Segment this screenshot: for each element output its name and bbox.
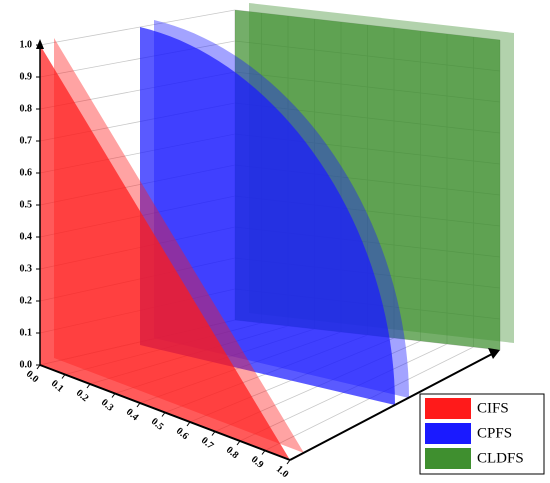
x-tick: [86, 383, 91, 389]
x-tick: [136, 402, 141, 408]
x-tick-label: 1.0: [274, 464, 291, 480]
legend-label: CLDFS: [477, 450, 524, 466]
z-tick-label: 0.3: [20, 263, 33, 274]
x-tick-label: 0.5: [149, 416, 166, 432]
z-tick-label: 0.5: [20, 199, 33, 210]
z-tick-label: 0.6: [20, 167, 33, 178]
region: [140, 27, 395, 405]
x-tick-label: 0.8: [224, 445, 241, 461]
depth-axis: [289, 353, 493, 461]
z-tick-label: 0.2: [20, 295, 33, 306]
x-tick: [61, 374, 66, 379]
z-tick-label: 0.4: [20, 231, 33, 242]
z-tick-label: 0.0: [20, 359, 33, 370]
legend-swatch: [425, 398, 471, 419]
axis-arrow: [36, 39, 44, 49]
z-tick-label: 0.8: [20, 103, 33, 114]
x-tick-label: 0.9: [249, 454, 266, 470]
x-tick: [111, 393, 116, 398]
axis-arrow: [488, 348, 500, 359]
legend-swatch: [425, 448, 471, 469]
legend-label: CIFS: [477, 400, 509, 416]
x-tick: [36, 364, 41, 370]
x-tick: [236, 440, 241, 446]
legend-label: CPFS: [477, 425, 512, 441]
x-tick: [261, 450, 266, 455]
x-tick-label: 0.6: [174, 426, 191, 442]
z-tick-label: 0.9: [20, 71, 33, 82]
legend-swatch: [425, 423, 471, 444]
x-tick: [186, 421, 191, 427]
x-tick-label: 0.0: [24, 369, 41, 385]
x-tick-label: 0.4: [124, 407, 141, 423]
x-tick: [211, 431, 216, 436]
x-tick: [286, 459, 291, 465]
z-tick-label: 1.0: [20, 39, 33, 50]
region: [40, 45, 290, 460]
x-tick-label: 0.2: [74, 388, 91, 404]
x-tick-label: 0.7: [199, 435, 216, 451]
x-tick-label: 0.3: [99, 397, 116, 413]
z-tick-label: 0.1: [20, 327, 33, 338]
legend: CIFS CPFS CLDFS: [419, 393, 545, 475]
z-tick-label: 0.7: [20, 135, 33, 146]
x-tick-label: 0.1: [49, 378, 66, 394]
x-tick: [161, 412, 166, 417]
